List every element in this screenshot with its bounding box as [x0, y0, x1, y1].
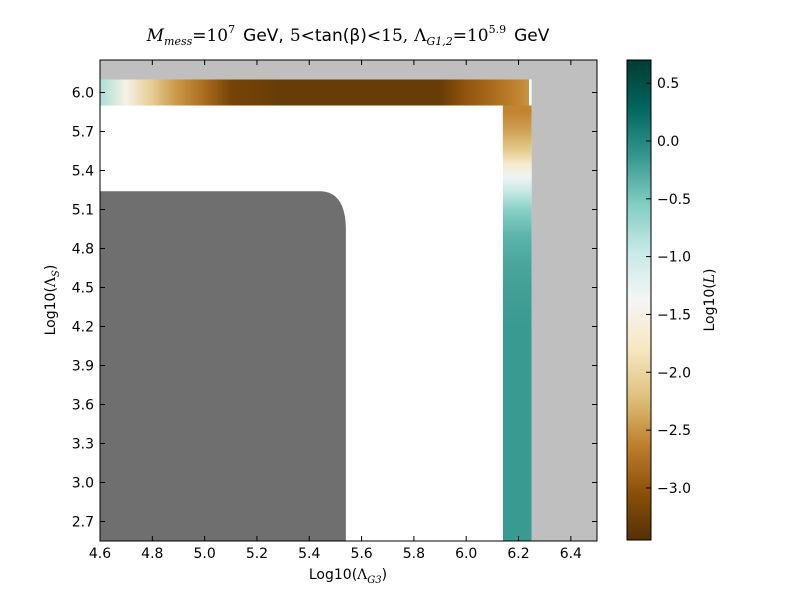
x-tick-label: 5.0 [193, 546, 215, 562]
x-axis-label: Log10(ΛG3) [309, 567, 387, 586]
x-tick-label: 6.4 [560, 546, 582, 562]
colorbar [626, 59, 652, 541]
y-tick-label: 5.4 [72, 164, 94, 180]
y-tick-label: 2.7 [72, 515, 94, 531]
colorbar-tick-label: −1.0 [657, 250, 691, 266]
y-tick-label: 5.7 [72, 125, 94, 141]
x-axis: 4.6 4.8 5.0 5.2 5.4 5.6 5.8 6.0 6.2 6.4 [89, 60, 582, 562]
x-tick-label: 4.6 [89, 546, 111, 562]
colorbar-tick-label: −2.5 [657, 423, 691, 439]
excluded-gray-light [531, 60, 597, 541]
x-tick-label: 5.6 [350, 546, 372, 562]
y-tick-label: 3.3 [72, 437, 94, 453]
colorbar-tick-label: −2.0 [657, 365, 691, 381]
excluded-gray-dark [100, 191, 346, 541]
colorbar-tick-label: −3.0 [657, 481, 691, 497]
x-tick-label: 5.4 [298, 546, 320, 562]
x-tick-label: 4.8 [141, 546, 163, 562]
y-tick-label: 3.0 [72, 476, 94, 492]
y-tick-label: 4.8 [72, 242, 94, 258]
y-tick-label: 6.0 [72, 86, 94, 102]
x-tick-label: 6.0 [455, 546, 477, 562]
colorbar-tick-label: −1.5 [657, 307, 691, 323]
right-likelihood-band [502, 105, 532, 541]
plot-frame [99, 59, 598, 542]
y-tick-label: 3.6 [72, 398, 94, 414]
y-axis-label: Log10(ΛS) [43, 265, 62, 336]
chart-title: Mmess=107 GeV, 5<tan(β)<15, ΛG1,2=105.9 GeV [146, 23, 550, 48]
y-tick-label: 4.2 [72, 320, 94, 336]
excluded-gray-light-top [100, 60, 597, 80]
colorbar-label: Log10(L) [702, 268, 718, 331]
x-tick-label: 5.8 [403, 546, 425, 562]
y-tick-label: 5.1 [72, 203, 94, 219]
y-tick-label: 4.5 [72, 281, 94, 297]
x-tick-label: 5.2 [246, 546, 268, 562]
colorbar-tick-label: 0.5 [657, 76, 679, 92]
y-tick-label: 3.9 [72, 359, 94, 375]
colorbar-ticks: 0.5 0.0 −0.5 −1.0 −1.5 −2.0 −2.5 −3.0 [646, 76, 691, 497]
plot-area [100, 60, 597, 541]
x-tick-label: 6.2 [507, 546, 529, 562]
y-axis: 2.7 3.0 3.3 3.6 3.9 4.2 4.5 4.8 5.1 5.4 5.7 6.0 [72, 86, 597, 531]
colorbar-tick-label: −0.5 [657, 192, 691, 208]
top-likelihood-band [100, 79, 529, 106]
colorbar-tick-label: 0.0 [657, 134, 679, 150]
